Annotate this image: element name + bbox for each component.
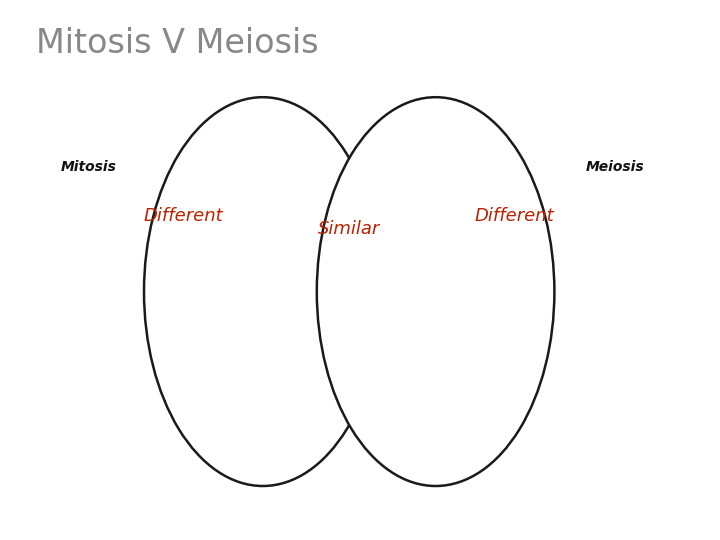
Text: Meiosis: Meiosis xyxy=(586,160,644,174)
Ellipse shape xyxy=(144,97,382,486)
Text: Mitosis: Mitosis xyxy=(61,160,117,174)
Text: Different: Different xyxy=(144,207,223,225)
Text: Different: Different xyxy=(475,207,554,225)
Text: Similar: Similar xyxy=(318,220,380,239)
Ellipse shape xyxy=(317,97,554,486)
Text: Mitosis V Meiosis: Mitosis V Meiosis xyxy=(36,27,319,60)
